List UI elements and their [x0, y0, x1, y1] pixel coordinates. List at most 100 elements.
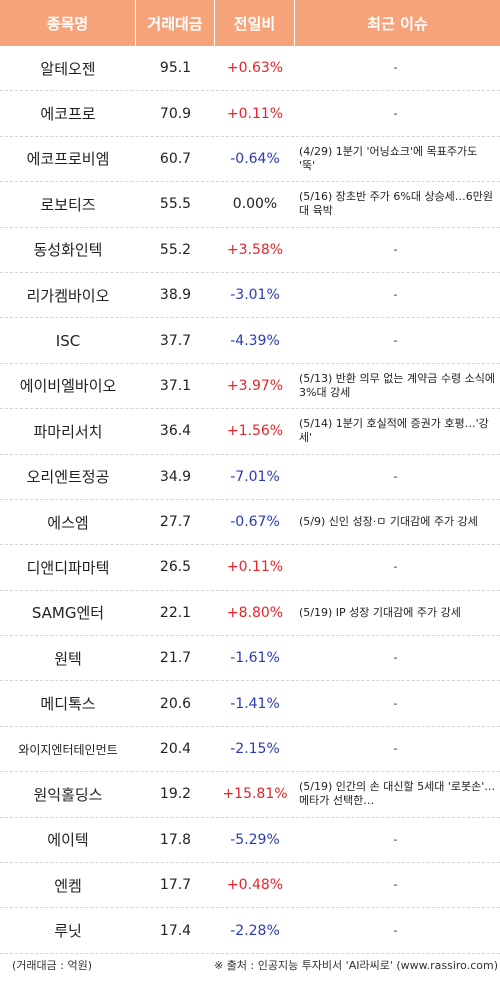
- stock-name: 에코프로비엠: [26, 150, 110, 169]
- table-row: 디앤디파마텍 26.5 +0.11% -: [0, 545, 500, 591]
- recent-issue: (4/29) 1분기 '어닝쇼크'에 목표주가도 '뚝': [299, 144, 478, 172]
- table-header: 종목명 거래대금 전일비 최근 이슈: [0, 0, 500, 46]
- price-change: +0.11%: [226, 559, 284, 576]
- recent-issue: -: [393, 106, 398, 120]
- recent-issue: -: [393, 651, 398, 665]
- price-change: +3.58%: [226, 241, 284, 258]
- trade-volume: 95.1: [159, 60, 192, 77]
- table-row: 에이텍 17.8 -5.29% -: [0, 818, 500, 864]
- stock-name: 에코프로: [40, 105, 96, 124]
- price-change: 0.00%: [232, 196, 278, 213]
- trade-volume: 70.9: [159, 105, 192, 122]
- recent-issue: (5/19) IP 성장 기대감에 주가 강세: [299, 605, 461, 619]
- trade-volume: 37.1: [159, 377, 192, 394]
- stock-name: 동성화인텍: [33, 241, 103, 260]
- recent-issue: -: [393, 560, 398, 574]
- table-row: 엔켐 17.7 +0.48% -: [0, 863, 500, 909]
- recent-issue: -: [393, 333, 398, 347]
- recent-issue: (5/14) 1분기 호실적에 증권가 호평…'강세': [299, 417, 489, 445]
- stock-name: 와이지엔터테인먼트: [18, 742, 118, 757]
- price-change: -1.61%: [230, 650, 280, 667]
- table-row: 에코프로비엠 60.7 -0.64% (4/29) 1분기 '어닝쇼크'에 목표주가도…: [0, 137, 500, 183]
- trade-volume: 37.7: [159, 332, 192, 349]
- stock-name: 메디톡스: [40, 695, 96, 714]
- price-change: -0.67%: [230, 514, 280, 531]
- stock-name: 에스엠: [47, 513, 89, 532]
- stock-name: 원익홀딩스: [33, 785, 103, 804]
- table-row: 에스엠 27.7 -0.67% (5/9) 신인 성장·ㅁ 기대감에 주가 강세: [0, 500, 500, 546]
- header-volume: 거래대금: [136, 0, 215, 46]
- unit-note: (거래대금 : 억원): [12, 959, 93, 972]
- table-row: 오리엔트정공 34.9 -7.01% -: [0, 455, 500, 500]
- stock-name: 원텍: [54, 649, 82, 668]
- stock-name: ISC: [55, 331, 81, 350]
- table-row: 로보티즈 55.5 0.00% (5/16) 장초반 주가 6%대 상승세…6만원대 …: [0, 182, 500, 228]
- stock-name: 알테오젠: [40, 59, 96, 78]
- price-change: +1.56%: [226, 423, 284, 440]
- stock-name: 디앤디파마텍: [26, 558, 110, 577]
- header-change: 전일비: [215, 0, 295, 46]
- table-row: 알테오젠 95.1 +0.63% -: [0, 46, 500, 92]
- stock-name: 오리엔트정공: [26, 468, 110, 487]
- trade-volume: 20.4: [159, 741, 192, 758]
- recent-issue: -: [393, 242, 398, 256]
- price-change: +8.80%: [226, 604, 284, 621]
- stock-name: 리가켐바이오: [26, 286, 110, 305]
- price-change: -2.15%: [230, 741, 280, 758]
- table-row: 원텍 21.7 -1.61% -: [0, 636, 500, 682]
- recent-issue: (5/16) 장초반 주가 6%대 상승세…6만원대 육박: [299, 190, 494, 218]
- header-name: 종목명: [0, 0, 136, 46]
- table-row: 리가켐바이오 38.9 -3.01% -: [0, 273, 500, 319]
- recent-issue: (5/19) 인간의 손 대신할 5세대 '로봇손'…메타가 선택한…: [299, 780, 496, 808]
- table-row: ISC 37.7 -4.39% -: [0, 318, 500, 364]
- recent-issue: -: [393, 61, 398, 75]
- price-change: +0.63%: [226, 60, 284, 77]
- trade-volume: 20.6: [159, 695, 192, 712]
- price-change: -2.28%: [230, 922, 280, 939]
- trade-volume: 22.1: [159, 604, 192, 621]
- stock-table: 종목명 거래대금 전일비 최근 이슈 알테오젠 95.1 +0.63% - 에코프로 70…: [0, 0, 500, 954]
- recent-issue: -: [393, 469, 398, 483]
- trade-volume: 55.2: [159, 241, 192, 258]
- price-change: -4.39%: [230, 332, 280, 349]
- stock-name: 로보티즈: [40, 195, 96, 214]
- price-change: -1.41%: [230, 695, 280, 712]
- table-row: 루닛 17.4 -2.28% -: [0, 908, 500, 954]
- price-change: -0.64%: [230, 150, 280, 167]
- price-change: +15.81%: [222, 786, 288, 803]
- table-row: 파마리서치 36.4 +1.56% (5/14) 1분기 호실적에 증권가 호평…'강…: [0, 409, 500, 455]
- price-change: -5.29%: [230, 831, 280, 848]
- recent-issue: -: [393, 923, 398, 937]
- recent-issue: -: [393, 878, 398, 892]
- table-row: SAMG엔터 22.1 +8.80% (5/19) IP 성장 기대감에 주가 강세: [0, 591, 500, 637]
- price-change: -7.01%: [230, 468, 280, 485]
- table-row: 에코프로 70.9 +0.11% -: [0, 91, 500, 137]
- trade-volume: 55.5: [159, 196, 192, 213]
- table-row: 와이지엔터테인먼트 20.4 -2.15% -: [0, 727, 500, 773]
- recent-issue: (5/9) 신인 성장·ㅁ 기대감에 주가 강세: [299, 515, 478, 529]
- trade-volume: 19.2: [159, 786, 192, 803]
- price-change: -3.01%: [230, 287, 280, 304]
- recent-issue: (5/13) 반환 의무 없는 계약금 수령 소식에 3%대 강세: [299, 371, 495, 399]
- trade-volume: 17.4: [159, 922, 192, 939]
- recent-issue: -: [393, 288, 398, 302]
- recent-issue: -: [393, 696, 398, 710]
- stock-name: SAMG엔터: [31, 604, 105, 623]
- source-note: ※ 출처 : 인공지능 투자비서 'AI라씨로' (www.rassiro.co…: [214, 959, 498, 972]
- trade-volume: 60.7: [159, 150, 192, 167]
- footer: (거래대금 : 억원) ※ 출처 : 인공지능 투자비서 'AI라씨로' (ww…: [0, 953, 500, 977]
- table-row: 에이비엘바이오 37.1 +3.97% (5/13) 반환 의무 없는 계약금 수령 …: [0, 364, 500, 410]
- price-change: +0.48%: [226, 877, 284, 894]
- stock-name: 엔켐: [54, 876, 82, 895]
- stock-name: 파마리서치: [33, 422, 103, 441]
- trade-volume: 21.7: [159, 650, 192, 667]
- price-change: +0.11%: [226, 105, 284, 122]
- table-row: 메디톡스 20.6 -1.41% -: [0, 681, 500, 727]
- stock-name: 에이비엘바이오: [19, 377, 117, 396]
- trade-volume: 17.8: [159, 831, 192, 848]
- trade-volume: 36.4: [159, 423, 192, 440]
- stock-name: 루닛: [54, 922, 82, 941]
- trade-volume: 38.9: [159, 287, 192, 304]
- stock-name: 에이텍: [47, 831, 89, 850]
- trade-volume: 26.5: [159, 559, 192, 576]
